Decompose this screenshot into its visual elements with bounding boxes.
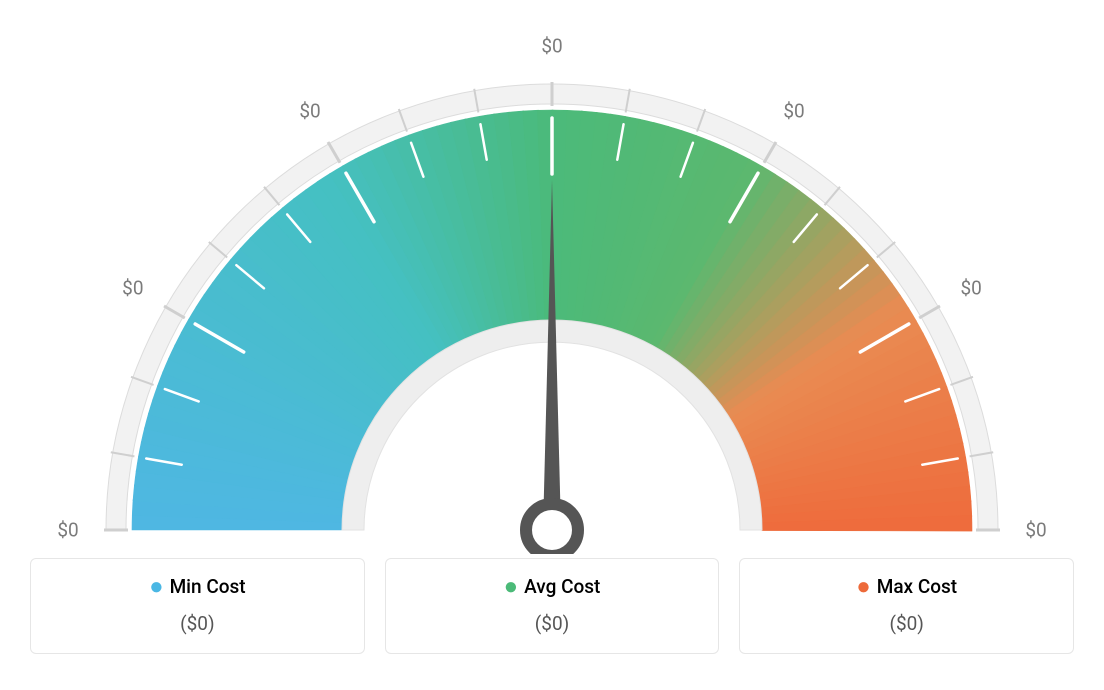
gauge-tick-label: $0	[783, 99, 804, 122]
legend-max-title: ●Max Cost	[752, 575, 1061, 598]
legend-min-label: Min Cost	[170, 575, 246, 598]
legend-avg-label: Avg Cost	[524, 575, 600, 598]
gauge-tick-label: $0	[122, 277, 143, 300]
legend-max-cost: ●Max Cost ($0)	[739, 558, 1074, 654]
legend-avg-cost: ●Avg Cost ($0)	[385, 558, 720, 654]
legend-max-label: Max Cost	[877, 575, 957, 598]
legend-min-value: ($0)	[43, 612, 352, 635]
gauge-tick-label: $0	[960, 277, 981, 300]
gauge-chart: $0$0$0$0$0$0$0	[30, 14, 1074, 534]
gauge-tick-label: $0	[299, 99, 320, 122]
legend-row: ●Min Cost ($0) ●Avg Cost ($0) ●Max Cost …	[30, 558, 1074, 654]
legend-max-value: ($0)	[752, 612, 1061, 635]
gauge-tick-label: $0	[57, 519, 78, 542]
legend-min-cost: ●Min Cost ($0)	[30, 558, 365, 654]
gauge-tick-label: $0	[1025, 519, 1046, 542]
legend-min-title: ●Min Cost	[43, 575, 352, 598]
cost-gauge-container: $0 $0 $0 $0 $0 $0 $0 ●Min Cost ($0) ●Avg Cost …	[0, 0, 1104, 690]
gauge-tick-label: $0	[541, 35, 562, 58]
legend-avg-value: ($0)	[398, 612, 707, 635]
legend-avg-title: ●Avg Cost	[398, 575, 707, 598]
gauge-svg	[30, 14, 1074, 554]
